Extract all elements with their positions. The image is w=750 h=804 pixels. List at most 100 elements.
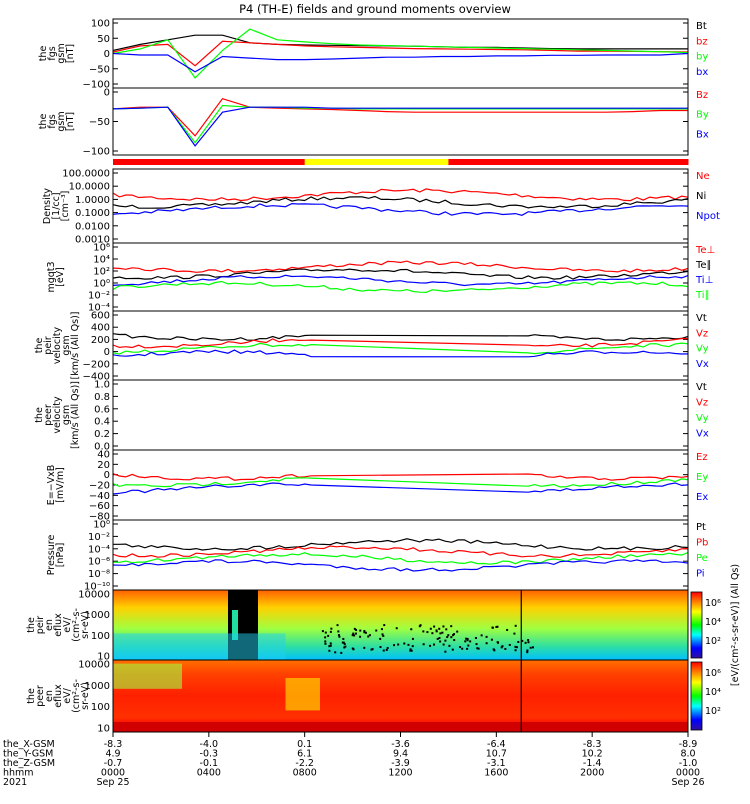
spectrogram-speck xyxy=(371,648,374,651)
panel-ylabel: thepeirvelocitygsm[km/s (All Qs)] xyxy=(34,312,81,380)
ylabel-line: the xyxy=(34,338,45,354)
ylabel-line: [nPa] xyxy=(55,543,66,568)
ylabel-line: E=−VxB xyxy=(46,465,57,506)
spectrogram-speck xyxy=(485,642,488,645)
spectrogram-field xyxy=(113,660,688,732)
y-tick-label: 10.0000 xyxy=(69,182,110,193)
legend-entry: bx xyxy=(696,67,708,78)
legend-entry: Bx xyxy=(696,129,709,140)
series-line-Npot xyxy=(112,202,689,216)
spectrogram-speck xyxy=(329,642,332,645)
series-line-Ez xyxy=(112,473,689,481)
y-tick-label: 0 xyxy=(104,470,110,481)
series-line-Bz xyxy=(112,98,688,137)
legend-entry: Ez xyxy=(696,452,708,463)
y-tick-label: 1000 xyxy=(85,681,110,692)
spectrogram-speck xyxy=(379,646,382,649)
spectrogram-speck xyxy=(492,648,495,651)
ylabel-line: velocity xyxy=(52,327,63,365)
legend-entry: Ni xyxy=(696,191,706,202)
panel-fgs-gsm: thefgsgsm[nT] 100 50 0 −50 −100 Bt bz by bx xyxy=(38,18,708,91)
spectrogram-speck xyxy=(432,643,435,646)
series-line-Ti∥ xyxy=(112,280,689,294)
panel-peer-velocity: thepeervelocitygsm[km/s (All Qs)] 1.00.80… xyxy=(34,379,709,453)
colorbar-tick-label: 10⁴ xyxy=(705,617,721,628)
y-tick-label: 10⁻⁸ xyxy=(88,569,110,580)
spectrogram-speck xyxy=(370,648,373,651)
spectrogram-speck xyxy=(466,639,469,642)
spectrogram-speck xyxy=(436,637,439,640)
spectrogram-speck xyxy=(383,624,386,627)
spectrogram-speck xyxy=(467,644,470,647)
panel-frame xyxy=(112,379,689,451)
series-line-Bx xyxy=(112,106,688,147)
y-tick-label: 0.8 xyxy=(94,392,110,403)
y-tick-label: −60 xyxy=(89,501,110,512)
y-tick-label: −200 xyxy=(83,359,110,370)
spectrogram-speck xyxy=(359,635,362,638)
x-axis-row-label: the_Y-GSM xyxy=(3,749,53,760)
series-line-Ni xyxy=(112,195,689,209)
y-tick-label: 10 xyxy=(97,652,110,663)
ylabel-line: the xyxy=(34,407,45,423)
spectrogram-speck xyxy=(438,627,441,630)
ylabel-line: sr-eV) xyxy=(80,611,91,639)
spectrogram-speck xyxy=(429,644,432,647)
y-tick-label: 10⁻² xyxy=(88,291,110,302)
ylabel-line: [nT] xyxy=(65,44,76,63)
spectrogram-speck xyxy=(444,650,447,653)
spectrogram-speck xyxy=(453,633,456,636)
spectrogram-speck xyxy=(450,625,453,628)
spectrogram-speck xyxy=(403,642,406,645)
series-line-Pt xyxy=(113,538,689,551)
spectrogram-speck xyxy=(407,643,410,646)
y-tick-label: 100 xyxy=(91,702,110,713)
spectrogram-speck xyxy=(422,643,425,646)
panel-density: Density[1/cc][cm⁻³] 100.0000 10.0000 1.0000… xyxy=(42,168,720,246)
spectrogram-speck xyxy=(451,648,454,651)
colorbar-label: [eV/(cm²-s-sr-eV)] (All Qs) xyxy=(730,564,741,686)
mode-bar-segment xyxy=(592,159,641,165)
y-tick-label: −50 xyxy=(89,117,110,128)
spectrogram-speck xyxy=(508,643,511,646)
y-tick-label: −20 xyxy=(89,481,110,492)
series-line-By xyxy=(112,104,688,144)
spectrogram-speck xyxy=(527,641,530,644)
spectrogram-speck xyxy=(529,646,532,649)
spectrogram-speck xyxy=(327,634,330,637)
spectrogram-speck xyxy=(448,644,451,647)
y-tick-label: −400 xyxy=(83,372,110,383)
spectrogram-speck xyxy=(385,648,388,651)
legend-entry: Vx xyxy=(696,429,709,440)
spectrogram-speck xyxy=(435,629,438,632)
spectrogram-speck xyxy=(353,627,356,630)
panel-ylabel: Pressure[nPa] xyxy=(46,535,66,576)
spectrogram-speck xyxy=(477,647,480,650)
x-axis-value: -0.7 xyxy=(104,758,123,769)
series-line-by xyxy=(112,28,689,79)
panel-ylabel: thepeerenefluxeV/(cm²-s-sr-eV) xyxy=(26,679,91,713)
ylabel-line: [1/cc] xyxy=(51,192,62,219)
series-line-Pb xyxy=(112,545,689,558)
spectrogram-speck xyxy=(397,643,400,646)
series-line-Pe xyxy=(112,552,689,565)
series-line-Vz xyxy=(112,337,689,349)
legend-entry: Vz xyxy=(696,328,708,339)
spectrogram-speck xyxy=(461,647,464,650)
x-axis-value: -4.0 xyxy=(200,739,219,750)
mode-bar-segment xyxy=(352,159,401,165)
spectrogram-speck xyxy=(513,632,516,635)
spectrogram-speck xyxy=(490,638,493,641)
spectrogram-speck xyxy=(514,624,517,627)
legend-entry: Pi xyxy=(696,569,705,580)
series-line-bx xyxy=(112,52,689,73)
x-axis-value: -8.3 xyxy=(583,739,602,750)
y-tick-label: 0.6 xyxy=(94,404,110,415)
spectrogram-speck xyxy=(465,637,468,640)
spectrogram-speck xyxy=(504,647,507,650)
spectrogram-speck xyxy=(521,639,524,642)
